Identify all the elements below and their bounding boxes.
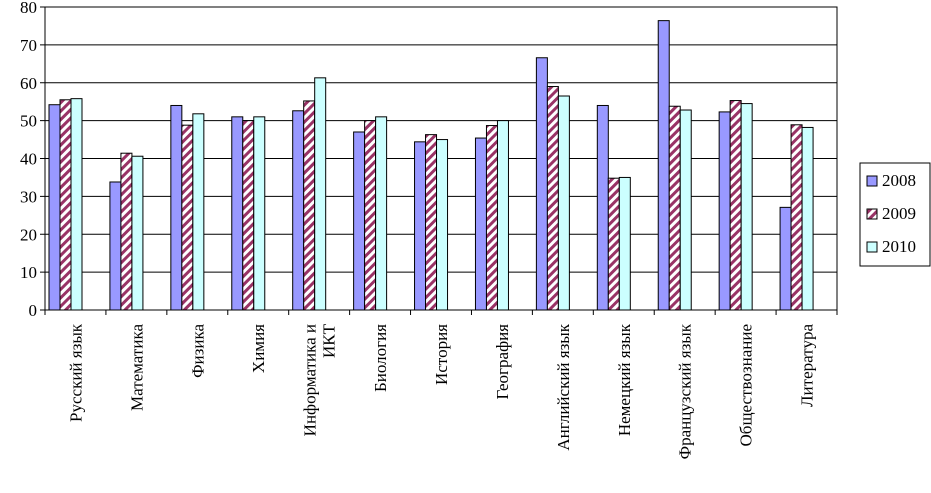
bar-2010-9 — [618, 176, 631, 311]
bar-2009-6 — [425, 134, 438, 311]
bar-2009-4 — [303, 100, 316, 311]
x-category-label-line: Русский язык — [66, 323, 85, 422]
bar-2009-11 — [729, 100, 742, 311]
x-category-label: Литература — [798, 324, 817, 407]
bar-2010-3 — [253, 116, 266, 311]
legend-swatch-2010 — [866, 241, 878, 253]
y-tick-label: 70 — [20, 36, 37, 55]
bar-2009-1 — [120, 152, 133, 311]
bar-2009-8 — [546, 86, 559, 311]
x-category-label-line: Литература — [798, 324, 817, 407]
bar-2010-2 — [192, 113, 205, 311]
bar-2010-8 — [557, 95, 570, 311]
legend: 2008 2009 2010 — [859, 162, 931, 267]
bar-2009-9 — [607, 177, 620, 311]
bar-2008-5 — [353, 131, 366, 311]
bar-2009-12 — [790, 124, 803, 311]
bar-2010-12 — [801, 126, 814, 311]
bar-2008-9 — [596, 104, 609, 311]
y-tick-label: 40 — [20, 150, 37, 169]
bar-2008-3 — [231, 116, 244, 311]
legend-label-2008: 2008 — [882, 171, 916, 190]
y-tick-label: 50 — [20, 112, 37, 131]
bar-2008-1 — [109, 181, 122, 311]
x-category-label-line: Физика — [188, 324, 207, 378]
x-category-label: Математика — [127, 324, 146, 411]
bar-2008-8 — [535, 57, 548, 311]
bar-2010-4 — [314, 77, 327, 311]
x-category-label: Информатика и ИКТ — [301, 323, 339, 436]
y-tick-label: 80 — [20, 0, 37, 17]
x-category-label-line: Математика — [127, 324, 146, 411]
x-category-label-line: ИКТ — [320, 323, 339, 358]
x-category-label: Английский язык — [554, 323, 573, 450]
x-tick-labels: Русский язык Математика Физика Химия Информа… — [66, 323, 816, 459]
legend-label-2010: 2010 — [882, 237, 916, 256]
x-category-label-line: Информатика и — [301, 324, 320, 436]
bar-2009-0 — [59, 99, 72, 311]
x-category-label-line: География — [493, 324, 512, 400]
bar-2010-5 — [375, 116, 388, 311]
bar-2009-7 — [485, 125, 498, 311]
bar-2010-1 — [131, 155, 144, 311]
x-category-label: Физика — [188, 324, 207, 378]
x-category-label-line: Обществознание — [737, 324, 756, 446]
y-tick-labels: 0 10 20 30 40 50 60 70 80 — [20, 0, 37, 320]
x-category-label: География — [493, 324, 512, 400]
y-tick-label: 60 — [20, 74, 37, 93]
bar-2009-5 — [364, 120, 377, 311]
bar-2008-2 — [170, 104, 183, 311]
x-category-label-line: Немецкий язык — [615, 323, 634, 436]
x-category-label: История — [432, 324, 451, 385]
bar-2008-6 — [414, 141, 427, 311]
y-tick-label: 0 — [29, 301, 38, 320]
bar-2009-3 — [242, 120, 255, 311]
x-category-label-line: История — [432, 324, 451, 385]
y-tick-label: 20 — [20, 225, 37, 244]
legend-label-2009: 2009 — [882, 204, 916, 223]
x-category-label-line: Биология — [371, 324, 390, 392]
y-tick-label: 30 — [20, 187, 37, 206]
bar-2010-10 — [679, 109, 692, 311]
legend-swatch-2008 — [866, 175, 878, 187]
bar-2010-11 — [740, 103, 753, 311]
bar-2008-7 — [474, 137, 487, 311]
bar-2010-6 — [436, 139, 449, 311]
x-category-label-line: Английский язык — [554, 323, 573, 450]
bar-2008-10 — [657, 20, 670, 311]
bar-2009-10 — [668, 105, 681, 311]
x-category-label: Химия — [249, 324, 268, 373]
bar-2008-12 — [779, 206, 792, 311]
bar-2008-4 — [292, 110, 305, 311]
bar-2010-7 — [496, 120, 509, 311]
x-category-label: Французский язык — [676, 323, 695, 459]
y-tick-label: 10 — [20, 263, 37, 282]
x-category-label: Биология — [371, 324, 390, 392]
bar-2009-2 — [181, 124, 194, 311]
x-category-label-line: Химия — [249, 324, 268, 373]
bar-2008-11 — [718, 111, 731, 311]
bar-2008-0 — [48, 104, 61, 311]
bar-2010-0 — [70, 98, 83, 311]
x-category-label: Обществознание — [737, 324, 756, 446]
legend-swatch-2009 — [866, 208, 878, 220]
x-category-label: Русский язык — [66, 323, 85, 422]
x-category-label-line: Французский язык — [676, 323, 695, 459]
bars — [48, 20, 814, 311]
x-category-label: Немецкий язык — [615, 323, 634, 436]
